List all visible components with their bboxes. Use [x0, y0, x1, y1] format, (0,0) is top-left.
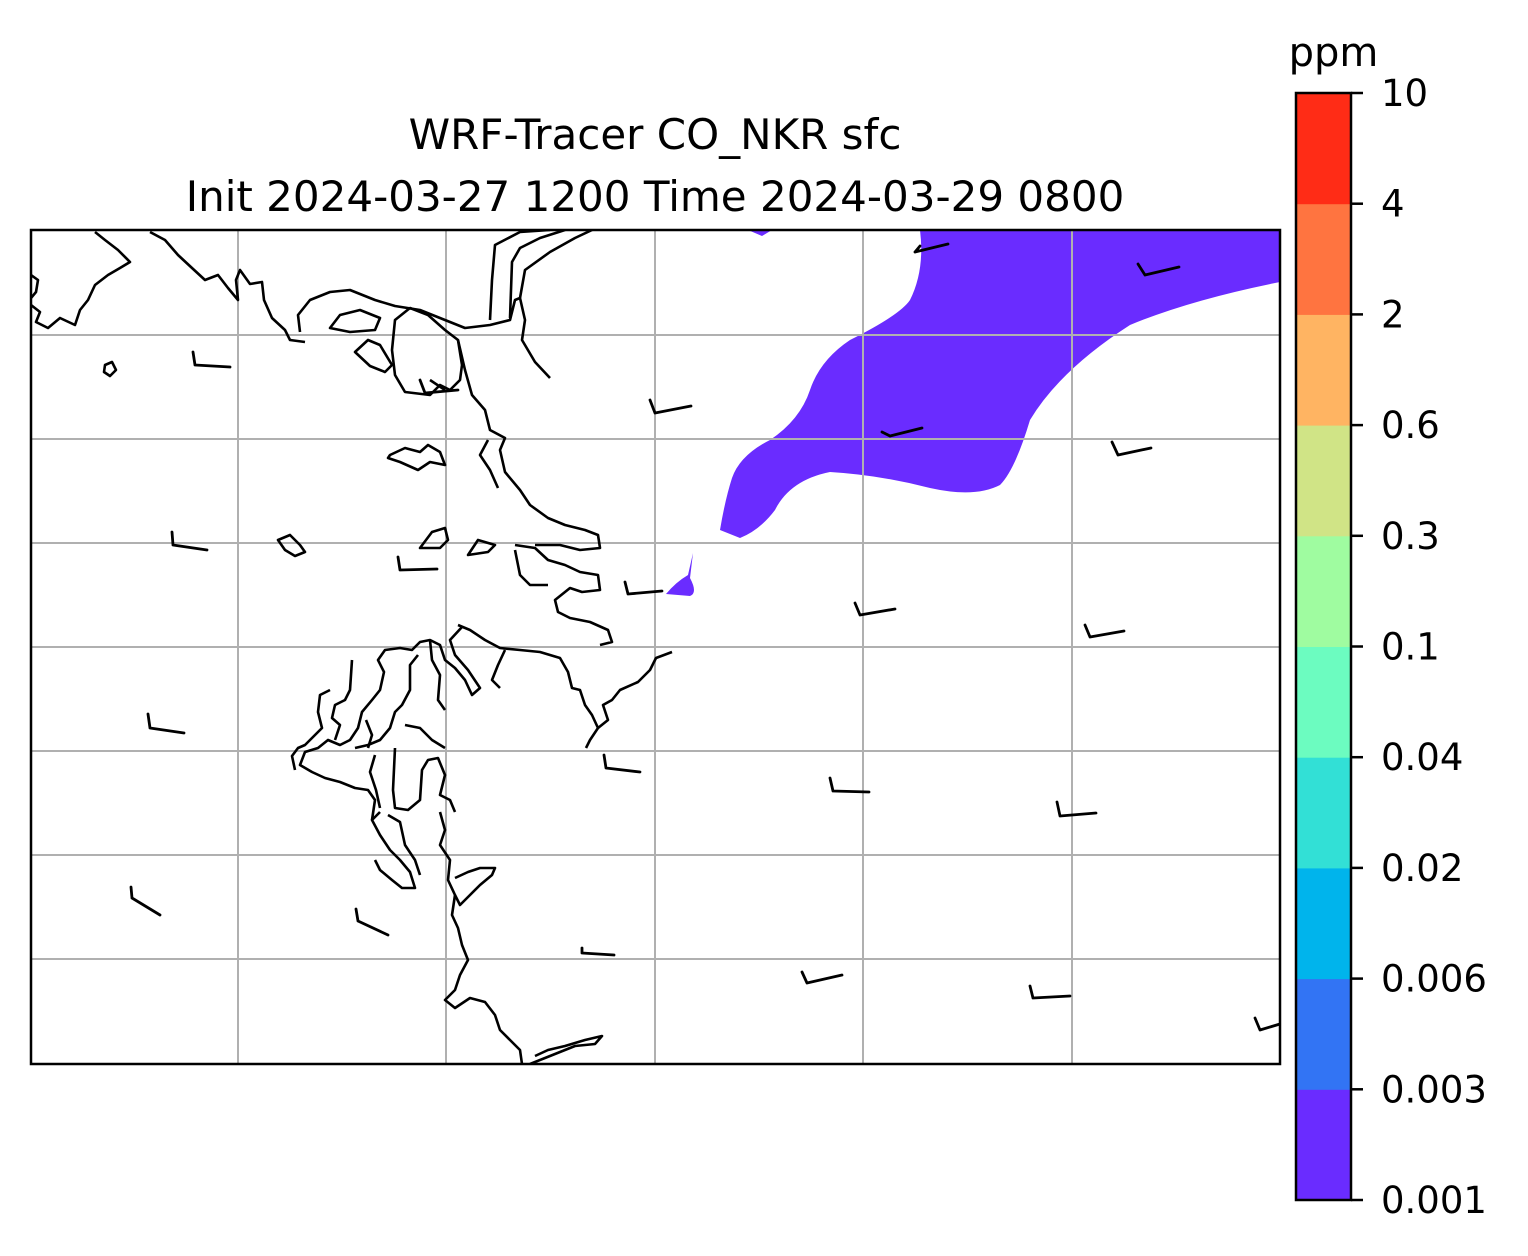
map-panel — [31, 230, 1280, 1064]
colorbar-segment — [1296, 646, 1351, 758]
colorbar-tick-label: 0.04 — [1381, 736, 1463, 779]
colorbar-tick-label: 0.02 — [1381, 847, 1463, 890]
colorbar-tick-label: 10 — [1381, 72, 1428, 115]
title-line-1: WRF-Tracer CO_NKR sfc — [408, 110, 902, 159]
colorbar-tick-label: 0.001 — [1381, 1179, 1487, 1222]
colorbar-tick-label: 4 — [1381, 183, 1405, 226]
colorbar-segment — [1296, 1089, 1351, 1201]
coastlines — [31, 230, 673, 1064]
wind-barbs — [129, 242, 1280, 1032]
colorbar-segment — [1296, 867, 1351, 980]
colorbar-segment — [1296, 314, 1351, 426]
title-line-2: Init 2024-03-27 1200 Time 2024-03-29 080… — [185, 172, 1125, 221]
map-frame — [29, 228, 1282, 1066]
colorbar-tick-label: 0.6 — [1381, 404, 1440, 447]
colorbar-segment — [1296, 203, 1351, 315]
colorbar-tick-label: 0.1 — [1381, 626, 1440, 669]
colorbar-tick-label: 2 — [1381, 293, 1405, 336]
gridlines — [31, 230, 1280, 1064]
colorbar-segment — [1296, 978, 1351, 1090]
colorbar-tick-label: 0.006 — [1381, 958, 1487, 1001]
colorbar-tick-label: 0.3 — [1381, 515, 1440, 558]
colorbar-segment — [1296, 757, 1351, 869]
colorbar-segment — [1296, 425, 1351, 537]
map-title: WRF-Tracer CO_NKR sfc Init 2024-03-27 12… — [30, 104, 1280, 228]
tracer-plume-small — [666, 553, 694, 596]
colorbar-unit-label: ppm — [1289, 30, 1379, 76]
colorbar-segment — [1296, 93, 1351, 205]
colorbar-segment — [1296, 535, 1351, 647]
colorbar-tick-label: 0.003 — [1381, 1068, 1487, 1111]
tracer-plume — [720, 230, 1280, 538]
tracer-plume-top — [748, 230, 772, 236]
